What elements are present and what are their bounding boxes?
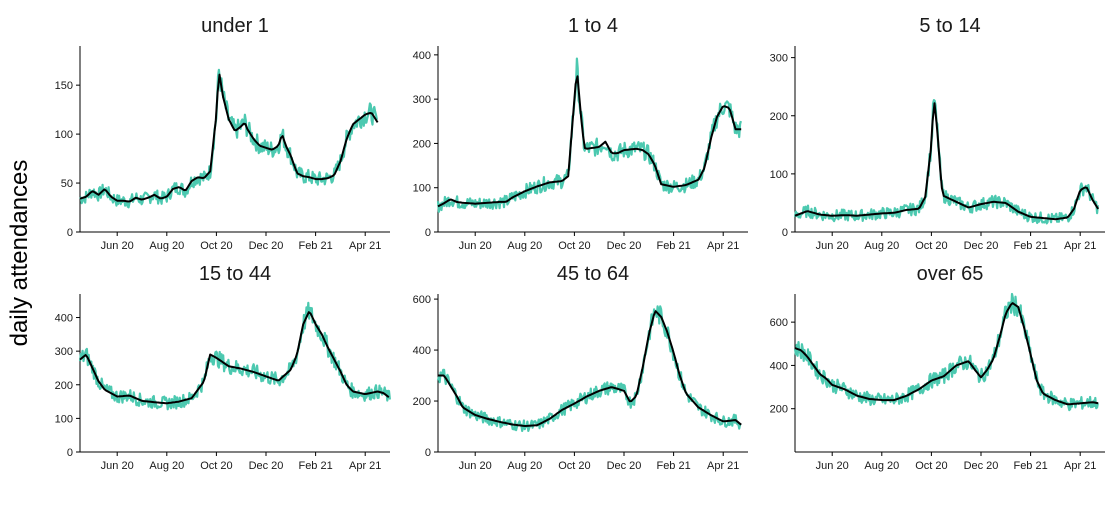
smoothed-series-line [794, 302, 1099, 406]
x-tick-label: Feb 21 [656, 460, 690, 472]
x-tick-label: Oct 20 [915, 240, 947, 252]
y-tick-label: 600 [413, 294, 431, 306]
panel-5: over 65 200 400 600 Jun 20 Aug 20 Oct 20 Dec 20… [770, 263, 1105, 472]
panel-title: 15 to 44 [199, 263, 271, 285]
x-tick-label: Feb 21 [298, 460, 332, 472]
x-tick-label: Aug 20 [864, 240, 899, 252]
x-tick-label: Jun 20 [459, 240, 492, 252]
x-tick-label: Aug 20 [507, 240, 542, 252]
x-tick-label: Jun 20 [459, 460, 492, 472]
smoothed-series-line [794, 102, 1100, 221]
x-tick-label: Oct 20 [200, 240, 232, 252]
panel-title: 1 to 4 [568, 15, 618, 37]
x-tick-label: Jun 20 [101, 240, 134, 252]
x-tick-label: Aug 20 [864, 460, 899, 472]
raw-series-line [78, 301, 391, 411]
y-tick-label: 200 [413, 138, 431, 150]
x-tick-label: Apr 21 [349, 240, 381, 252]
raw-series-line [793, 292, 1099, 412]
x-tick-label: Apr 21 [349, 460, 381, 472]
smoothed-series-line [79, 311, 390, 405]
panel-0: under 1 0 50 100 150 Jun 20 Aug 20 Oct 20 Dec 20… [55, 15, 390, 252]
smoothed-series-line [438, 310, 742, 427]
y-tick-label: 100 [413, 183, 431, 195]
x-tick-label: Dec 20 [249, 460, 284, 472]
y-tick-label: 400 [413, 345, 431, 357]
y-tick-label: 0 [425, 447, 431, 459]
y-tick-label: 0 [67, 447, 73, 459]
panel-title: 45 to 64 [557, 263, 629, 285]
y-tick-label: 400 [55, 313, 73, 325]
y-tick-label: 400 [770, 360, 788, 372]
x-tick-label: Jun 20 [816, 240, 849, 252]
x-tick-label: Apr 21 [707, 460, 739, 472]
y-tick-label: 600 [770, 317, 788, 329]
panel-4: 45 to 64 0 200 400 600 Jun 20 Aug 20 Oct 20 Dec … [413, 263, 748, 472]
y-tick-label: 300 [770, 53, 788, 65]
x-tick-label: Dec 20 [607, 240, 642, 252]
y-tick-label: 0 [782, 227, 788, 239]
panel-title: over 65 [917, 263, 984, 285]
panel-3: 15 to 44 0 100 200 300 400 Jun 20 Aug 20 Oct 20 D… [55, 263, 391, 472]
raw-series-line [79, 68, 378, 209]
raw-series-line [436, 305, 742, 432]
panel-2: 5 to 14 0 100 200 300 Jun 20 Aug 20 Oct 20 Dec 2… [770, 15, 1105, 252]
y-tick-label: 200 [413, 396, 431, 408]
x-tick-label: Aug 20 [149, 240, 184, 252]
y-tick-label: 0 [425, 227, 431, 239]
x-tick-label: Aug 20 [149, 460, 184, 472]
y-tick-label: 150 [55, 80, 73, 92]
panel-title: under 1 [201, 15, 269, 37]
x-tick-label: Feb 21 [1013, 460, 1047, 472]
y-tick-label: 300 [55, 346, 73, 358]
x-tick-label: Apr 21 [1064, 460, 1096, 472]
x-tick-label: Feb 21 [656, 240, 690, 252]
x-tick-label: Oct 20 [558, 240, 590, 252]
x-tick-label: Aug 20 [507, 460, 542, 472]
x-tick-label: Dec 20 [964, 460, 999, 472]
x-tick-label: Apr 21 [1064, 240, 1096, 252]
y-tick-label: 300 [413, 94, 431, 106]
y-tick-label: 200 [770, 404, 788, 416]
x-tick-label: Oct 20 [915, 460, 947, 472]
x-tick-label: Apr 21 [707, 240, 739, 252]
y-tick-label: 200 [55, 380, 73, 392]
y-tick-label: 50 [61, 178, 73, 190]
smoothed-series-line [437, 75, 742, 208]
x-tick-label: Feb 21 [1013, 240, 1047, 252]
y-tick-label: 100 [770, 169, 788, 181]
y-tick-label: 200 [770, 111, 788, 123]
raw-series-line [793, 99, 1099, 225]
y-tick-label: 0 [67, 227, 73, 239]
x-tick-label: Feb 21 [298, 240, 332, 252]
x-tick-label: Dec 20 [964, 240, 999, 252]
panel-title: 5 to 14 [919, 15, 980, 37]
raw-series-line [436, 57, 742, 213]
x-tick-label: Dec 20 [607, 460, 642, 472]
y-tick-label: 400 [413, 50, 431, 62]
x-tick-label: Oct 20 [200, 460, 232, 472]
x-tick-label: Dec 20 [249, 240, 284, 252]
x-tick-label: Oct 20 [558, 460, 590, 472]
x-tick-label: Jun 20 [816, 460, 849, 472]
y-tick-label: 100 [55, 129, 73, 141]
x-tick-label: Jun 20 [101, 460, 134, 472]
y-tick-label: 100 [55, 413, 73, 425]
smoothed-series-line [79, 73, 379, 203]
panel-1: 1 to 4 0 100 200 300 400 Jun 20 Aug 20 Oct 20 Dec… [413, 15, 748, 252]
